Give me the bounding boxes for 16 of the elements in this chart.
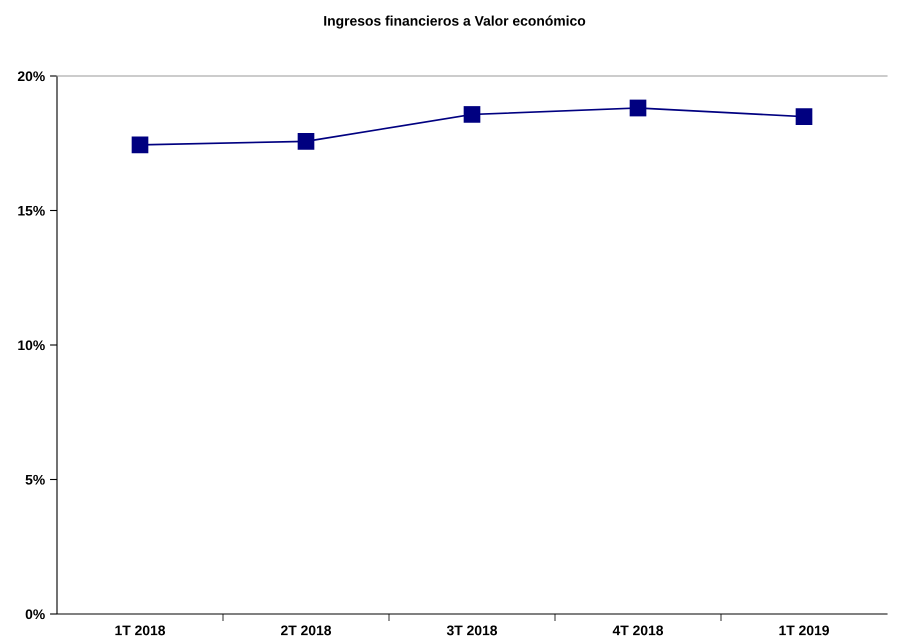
y-tick-label: 5% xyxy=(26,474,45,485)
x-tick-label: 1T 2019 xyxy=(779,625,829,636)
point xyxy=(464,106,480,123)
x-tick-label: 2T 2018 xyxy=(281,625,332,636)
chart-title: Ingresos financieros a Valor económico xyxy=(324,15,586,29)
y-tick-label: 15% xyxy=(18,206,45,216)
y-tick-label: 10% xyxy=(18,340,45,350)
point xyxy=(630,100,646,116)
point xyxy=(796,108,812,125)
point xyxy=(132,136,148,154)
x-tick-label: 3T 2018 xyxy=(446,625,498,636)
x-tick-label: 4T 2018 xyxy=(612,625,664,636)
x-tick-label: 1T 2018 xyxy=(115,625,166,636)
y-tick-label: 20% xyxy=(18,71,45,82)
point xyxy=(298,133,314,150)
y-tick-label: 0% xyxy=(26,609,45,620)
